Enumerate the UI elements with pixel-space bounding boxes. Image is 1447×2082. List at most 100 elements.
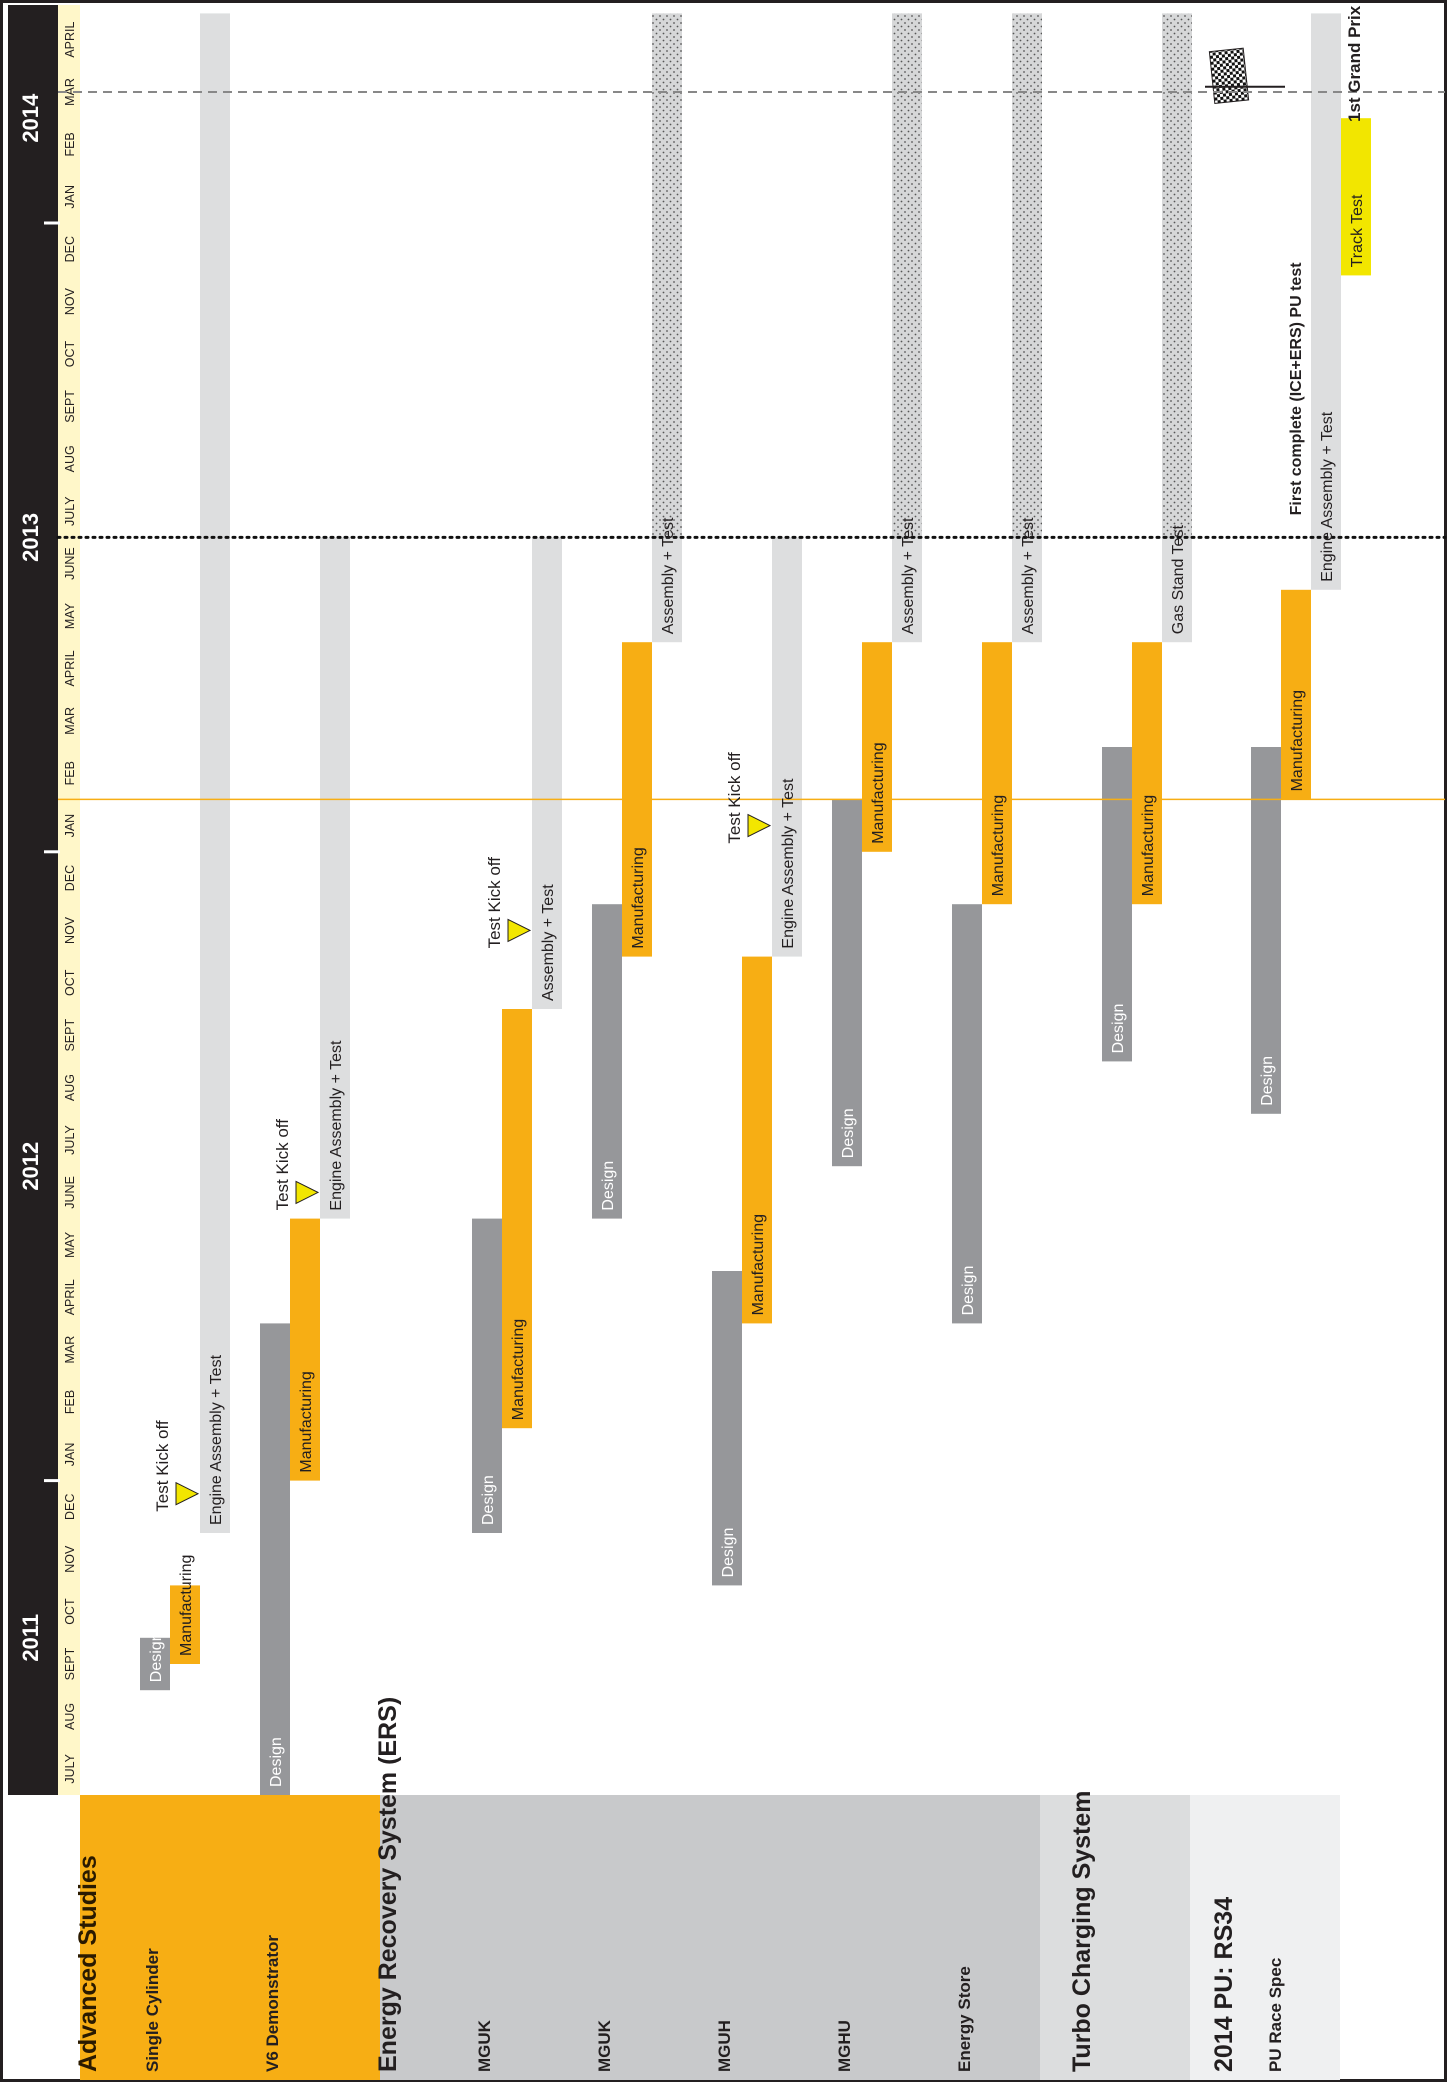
month-label: AUG xyxy=(63,1074,77,1101)
bar-design xyxy=(472,1218,502,1533)
section-panel xyxy=(1190,1795,1340,2080)
bar-design xyxy=(592,904,622,1219)
bar-label: Engine Assembly + Test xyxy=(1319,411,1336,582)
month-label: JULY xyxy=(63,1753,77,1783)
month-label: MAY xyxy=(63,1231,77,1258)
month-label: JAN xyxy=(63,814,77,838)
section-title: 2014 PU: RS34 xyxy=(1210,1897,1238,2072)
bar-label: Design xyxy=(480,1475,497,1525)
bar-assembly-ongoing xyxy=(1162,13,1192,538)
year-label: 2012 xyxy=(18,1142,43,1191)
month-label: APRIL xyxy=(63,21,77,57)
month-label: APRIL xyxy=(63,1279,77,1315)
bar-label: Design xyxy=(1110,1004,1127,1054)
bar-assembly xyxy=(1162,537,1192,643)
month-label: DEC xyxy=(63,865,77,891)
bar-design xyxy=(952,904,982,1324)
row-label: Energy Store xyxy=(955,1966,974,2072)
month-label: JULY xyxy=(63,1125,77,1155)
bar-label: Manufacturing xyxy=(630,847,647,948)
section-title: Advanced Studies xyxy=(74,1855,102,2072)
row-label: MGHU xyxy=(835,2020,854,2072)
section-title: Energy Recovery System (ERS) xyxy=(374,1697,402,2072)
month-label: FEB xyxy=(63,132,77,156)
milestone-marker xyxy=(747,813,772,838)
month-label: FEB xyxy=(63,761,77,785)
bar-label: Design xyxy=(960,1266,977,1316)
bar-label: Engine Assembly + Test xyxy=(780,778,797,949)
row-label: MGUK xyxy=(475,2019,494,2072)
bar-assembly-ongoing xyxy=(1012,13,1042,538)
bar-assembly xyxy=(772,537,802,957)
month-label: AUG xyxy=(63,445,77,472)
year-label: 2011 xyxy=(18,1614,43,1662)
bar-label: Assembly + Test xyxy=(900,517,917,634)
bar-label: Manufacturing xyxy=(990,795,1007,896)
bar-assembly xyxy=(1012,537,1042,643)
month-label: FEB xyxy=(63,1390,77,1414)
year-label: 2013 xyxy=(18,513,43,562)
bar-label: Track Test xyxy=(1349,194,1366,267)
month-label: MAR xyxy=(63,707,77,735)
bar-label: Assembly + Test xyxy=(540,884,557,1001)
bar-design xyxy=(832,799,862,1167)
bar-assembly-ongoing xyxy=(892,13,922,538)
bar-label: Manufacturing xyxy=(1289,690,1306,791)
bar-manufacturing xyxy=(170,1585,200,1664)
bar-label: Manufacturing xyxy=(1140,795,1157,896)
milestone-label: Test Kick off xyxy=(485,857,504,949)
month-label: SEPT xyxy=(63,390,77,423)
milestone-label: Test Kick off xyxy=(153,1420,172,1512)
annotation-first-pu-test: First complete (ICE+ERS) PU test xyxy=(1288,262,1305,516)
bar-manufacturing xyxy=(1132,642,1162,905)
row-label: MGUK xyxy=(595,2019,614,2072)
month-label: APRIL xyxy=(63,650,77,686)
milestone-label: Test Kick off xyxy=(725,752,744,844)
bar-label: Design xyxy=(720,1528,737,1578)
bar-assembly xyxy=(532,537,562,1009)
month-label: OCT xyxy=(63,969,77,996)
month-label: JUNE xyxy=(63,1176,77,1209)
bar-label: Manufacturing xyxy=(298,1371,315,1472)
month-label: DEC xyxy=(63,236,77,262)
bar-manufacturing xyxy=(742,956,772,1324)
month-label: SEPT xyxy=(63,1647,77,1680)
bar-assembly xyxy=(320,537,350,1219)
month-label: SEPT xyxy=(63,1019,77,1052)
month-label: NOV xyxy=(63,916,77,944)
section-panel xyxy=(380,1795,1040,2080)
bar-label: Manufacturing xyxy=(750,1214,767,1315)
milestone-marker xyxy=(175,1481,200,1506)
bar-manufacturing xyxy=(1281,589,1311,800)
bar-label: Engine Assembly + Test xyxy=(208,1354,225,1525)
bar-label: Design xyxy=(1259,1056,1276,1106)
annotation-first-grand-prix: 1st Grand Prix 2014 xyxy=(1345,0,1364,122)
bar-assembly xyxy=(200,13,230,1533)
bar-manufacturing xyxy=(502,1009,532,1429)
milestone-marker xyxy=(507,918,532,943)
month-label: JAN xyxy=(63,1443,77,1467)
month-label: AUG xyxy=(63,1703,77,1730)
row-label: PU Race Spec xyxy=(1266,1958,1285,2072)
bar-label: Design xyxy=(600,1161,617,1211)
month-label: JULY xyxy=(63,496,77,526)
section-title: Turbo Charging System xyxy=(1068,1790,1096,2072)
bar-design xyxy=(1251,747,1281,1114)
bar-assembly xyxy=(1311,13,1341,590)
bar-label: Design xyxy=(148,1632,165,1682)
year-label: 2014 xyxy=(18,93,43,143)
month-label: MAR xyxy=(63,1336,77,1364)
section-panel xyxy=(1040,1795,1190,2080)
bar-label: Manufacturing xyxy=(178,1555,195,1656)
month-band xyxy=(58,5,80,1795)
bar-label: Engine Assembly + Test xyxy=(328,1040,345,1211)
bar-design xyxy=(260,1323,290,1795)
bar-track xyxy=(1341,118,1371,276)
month-label: NOV xyxy=(63,1545,77,1573)
bar-manufacturing xyxy=(862,642,892,852)
bar-assembly-ongoing xyxy=(652,13,682,538)
month-label: JUNE xyxy=(63,547,77,580)
bar-label: Assembly + Test xyxy=(1020,517,1037,634)
